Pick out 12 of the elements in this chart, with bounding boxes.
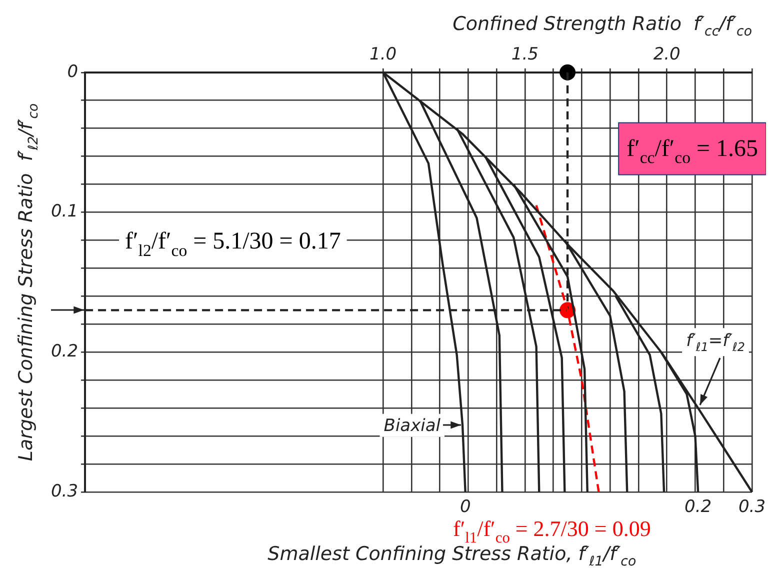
annotation: Biaxial <box>384 416 441 436</box>
y-tick-label: 0.2 <box>50 342 78 362</box>
x-tick-label: 2.0 <box>653 44 680 65</box>
x-tick-label: 1.0 <box>370 44 397 65</box>
y-tick-label: 0.1 <box>50 202 78 222</box>
annotation: 0 <box>460 497 471 517</box>
x-tick-label: 1.5 <box>511 44 538 65</box>
y-tick-label: 0 <box>67 62 78 82</box>
y-tick-label: 0.3 <box>50 481 78 502</box>
annotation: 0.3 <box>738 497 766 517</box>
y-axis-title: Largest Confining Stress Ratio f′ℓ2/f′co <box>15 103 42 462</box>
annotation: 0.2 <box>684 497 712 517</box>
